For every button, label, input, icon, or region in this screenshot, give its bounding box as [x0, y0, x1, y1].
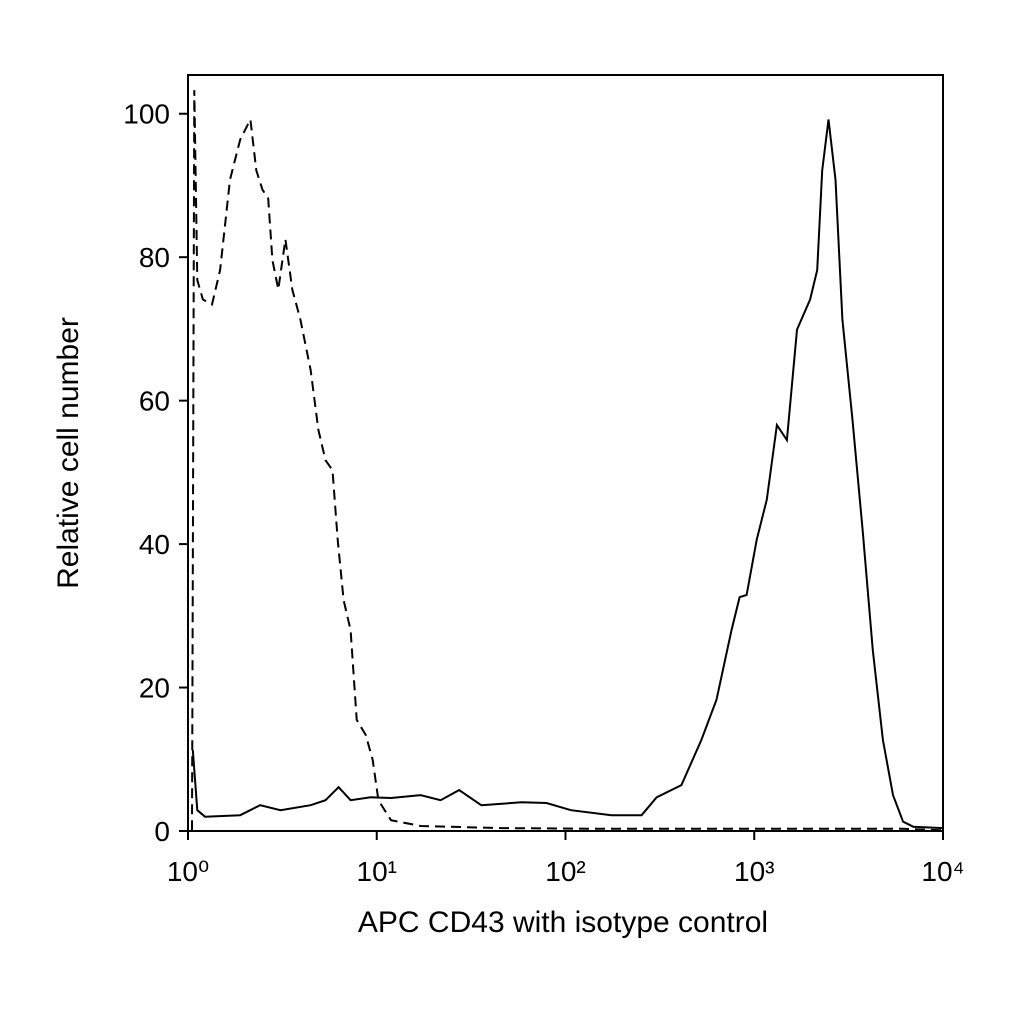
y-tick-label: 0	[154, 816, 170, 847]
x-tick-label: 10¹	[357, 856, 397, 887]
x-axis-label: APC CD43 with isotype control	[358, 906, 768, 939]
histogram-line	[191, 90, 944, 832]
y-tick-label: 100	[123, 99, 170, 130]
histogram-line	[191, 119, 944, 830]
y-tick-label: 60	[139, 386, 170, 417]
x-tick-label: 10³	[734, 856, 774, 887]
plot-frame	[187, 74, 944, 832]
y-tick-label: 40	[139, 529, 170, 560]
x-tick-label: 10⁴	[921, 856, 964, 887]
y-axis-label: Relative cell number	[52, 317, 85, 589]
x-tick-label: 10⁰	[167, 856, 209, 887]
y-tick-label: 20	[139, 673, 170, 704]
y-tick-label: 80	[139, 242, 170, 273]
x-tick-label: 10²	[545, 856, 585, 887]
